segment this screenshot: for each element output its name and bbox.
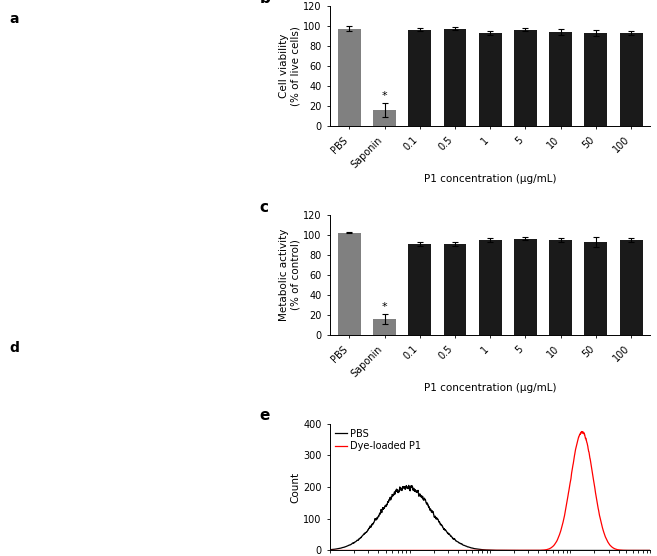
Bar [479,33,502,126]
Bar [409,244,431,335]
Bar [409,29,431,126]
Text: e: e [260,409,270,424]
Dye-loaded P1 [382,547,390,554]
Bar [373,110,396,126]
PBS [463,543,471,550]
Dye-loaded P1 [363,547,371,554]
Bar [620,240,643,335]
Dye-loaded P1 [326,547,334,554]
Bar [514,29,537,126]
Dye-loaded P1 [606,542,614,548]
Bar [338,233,361,335]
Text: b: b [260,0,271,6]
Bar [549,32,572,126]
PBS [449,535,457,542]
Bar [443,244,466,335]
Dye-loaded P1 [641,547,648,554]
X-axis label: P1 concentration (μg/mL): P1 concentration (μg/mL) [424,174,556,184]
Dye-loaded P1 [646,547,654,554]
Bar [585,33,607,126]
Dye-loaded P1 [578,428,585,435]
Bar [479,240,502,335]
PBS [646,547,654,554]
Text: *: * [382,302,388,312]
PBS [363,528,371,535]
Line: PBS: PBS [330,485,650,550]
PBS [606,547,614,554]
Dye-loaded P1 [449,547,457,554]
Y-axis label: Cell viability
(% of live cells): Cell viability (% of live cells) [279,26,300,106]
Y-axis label: Count: Count [290,471,300,503]
X-axis label: P1 concentration (μg/mL): P1 concentration (μg/mL) [424,383,556,393]
Bar [338,29,361,126]
PBS [382,502,390,509]
Y-axis label: Metabolic activity
(% of control): Metabolic activity (% of control) [279,229,300,321]
Text: a: a [10,12,19,26]
Text: c: c [260,200,269,215]
Bar [373,319,396,335]
PBS [326,547,334,553]
Dye-loaded P1 [463,547,471,554]
Line: Dye-loaded P1: Dye-loaded P1 [330,431,650,550]
Legend: PBS, Dye-loaded P1: PBS, Dye-loaded P1 [335,429,422,451]
Bar [514,239,537,335]
Bar [620,33,643,126]
Text: *: * [382,91,388,101]
PBS [405,482,413,489]
Bar [443,29,466,126]
Bar [549,240,572,335]
Text: d: d [10,341,20,355]
Bar [585,242,607,335]
PBS [641,547,648,554]
